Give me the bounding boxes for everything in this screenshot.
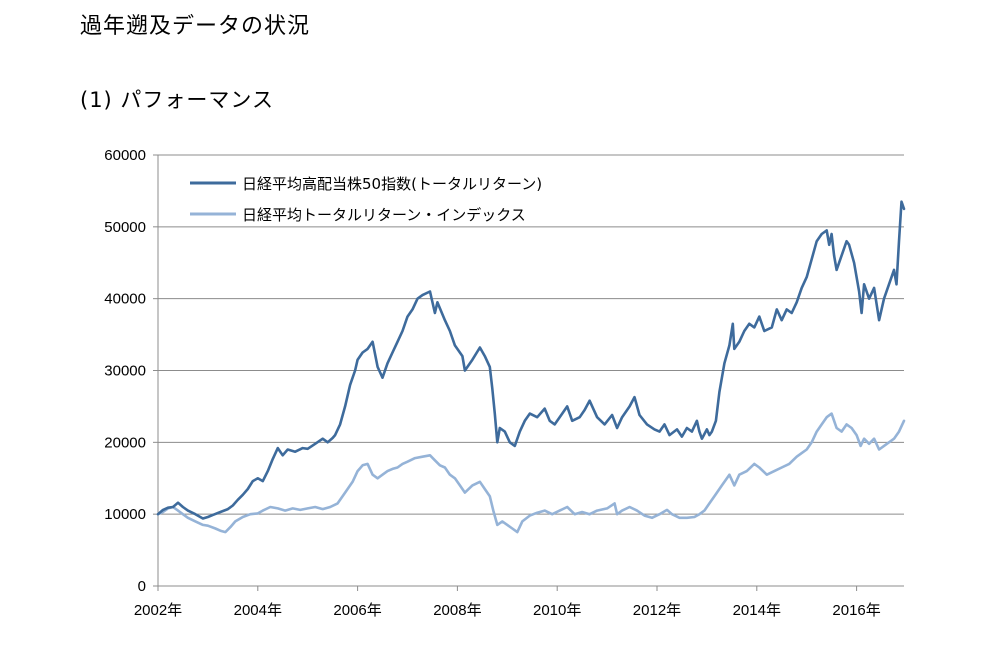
x-axis-ticks: 2002年 2004年 2006年 2008年 2010年 2012年 2014年 2016年 [134, 586, 881, 619]
series-line-1 [156, 200, 906, 520]
y-tick-label-10000: 10000 [104, 506, 146, 523]
x-tick-label-2004: 2004年 [234, 602, 282, 619]
y-axis-ticks: 0 10000 20000 30000 40000 50000 60000 [104, 147, 158, 595]
y-tick-label-30000: 30000 [104, 363, 146, 380]
series-line-2 [156, 412, 906, 534]
x-tick-label-2012: 2012年 [633, 602, 681, 619]
legend-label-1: 日経平均高配当株50指数(トータルリターン) [242, 175, 542, 193]
chart-series [156, 200, 906, 534]
section-title: (1) パフォーマンス [80, 88, 275, 112]
x-tick-label-2014: 2014年 [733, 602, 781, 619]
legend-label-2: 日経平均トータルリターン・インデックス [242, 206, 526, 224]
x-tick-label-2016: 2016年 [832, 602, 880, 619]
page-title: 過年遡及データの状況 [80, 14, 311, 39]
y-tick-label-60000: 60000 [104, 147, 146, 164]
x-tick-label-2006: 2006年 [333, 602, 381, 619]
y-tick-label-20000: 20000 [104, 434, 146, 451]
y-tick-label-50000: 50000 [104, 219, 146, 236]
chart-legend: 日経平均高配当株50指数(トータルリターン) 日経平均トータルリターン・インデック… [190, 175, 542, 224]
x-tick-label-2002: 2002年 [134, 602, 182, 619]
x-tick-label-2010: 2010年 [533, 602, 581, 619]
y-tick-label-40000: 40000 [104, 291, 146, 308]
y-tick-label-0: 0 [138, 578, 146, 595]
x-tick-label-2008: 2008年 [433, 602, 481, 619]
